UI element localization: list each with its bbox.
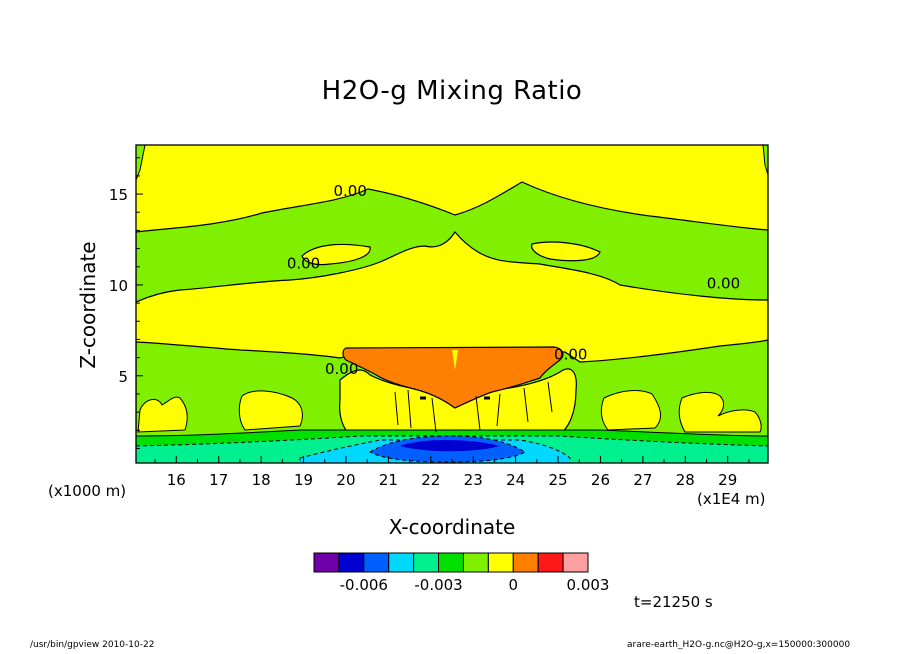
colorbar-swatch [313,552,340,573]
contour-label: 0.00 [554,345,587,363]
x-tick-label: 16 [167,471,186,489]
y-tick-label: 5 [118,368,128,386]
colorbar-tick-label: -0.006 [340,576,388,594]
x-unit-label: (x1000 m) [48,482,127,500]
colorbar-swatch [462,552,489,573]
x-tick-label: 21 [379,471,398,489]
colorbar-tick-label: 0.003 [567,576,610,594]
y-tick-label: 15 [109,186,128,204]
x-tick-label: 27 [633,471,652,489]
x-tick-label: 23 [464,471,483,489]
colorbar-swatch [413,552,440,573]
x-scale-label: (x1E4 m) [697,490,766,508]
colorbar-swatch [537,552,564,573]
contour-label: 0.00 [325,360,358,378]
x-axis-label: X-coordinate [388,515,516,539]
colorbar-swatch [438,552,464,573]
x-tick-label: 26 [591,471,610,489]
footer-right: arare-earth_H2O-g.nc@H2O-g,x=150000:3000… [627,640,851,650]
chart-title: H2O-g Mixing Ratio [321,76,583,106]
contour-labels: 0.00 0.00 0.00 0.00 0.00 [287,182,740,378]
y-axis: 5 10 15 [109,157,143,449]
x-tick-label: 19 [294,471,313,489]
x-tick-label: 25 [548,471,567,489]
x-tick-label: 28 [676,471,695,489]
x-tick-label: 22 [421,471,440,489]
colorbar-swatch [562,552,589,573]
x-tick-label: 24 [506,471,525,489]
colorbar-swatch [512,552,539,573]
colorbar-swatch [363,552,390,573]
x-tick-label: 18 [252,471,271,489]
y-tick-label: 10 [109,277,128,295]
contour-fill [136,145,768,463]
colorbar-swatch [487,552,514,573]
x-tick-label: 20 [336,471,355,489]
x-tick-label: 17 [209,471,228,489]
colorbar-swatch [338,552,365,573]
x-tick-label: 29 [718,471,737,489]
x-axis: 16 17 18 19 20 21 22 23 24 25 26 27 28 29 [154,456,750,489]
colorbar-tick-label: 0 [508,576,518,594]
contour-label: 0.00 [287,255,320,273]
colorbar-swatch [388,552,415,573]
time-label: t=21250 s [634,593,713,611]
footer-left: /usr/bin/gpview 2010-10-22 [30,640,155,650]
contour-label: 0.00 [333,182,366,200]
colorbar-tick-label: -0.003 [414,576,462,594]
contour-label: 0.00 [707,275,740,293]
colorbar: -0.006 -0.003 0 0.003 [313,552,610,594]
